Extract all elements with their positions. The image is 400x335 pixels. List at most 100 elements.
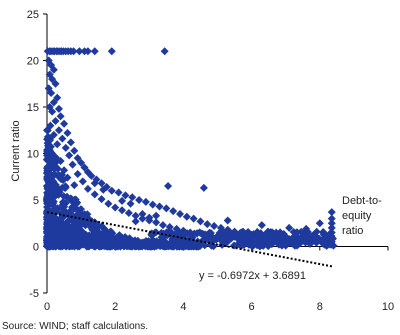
data-point	[72, 231, 81, 240]
data-point	[189, 214, 198, 223]
data-point	[54, 104, 63, 113]
data-point	[152, 211, 161, 220]
data-point	[60, 202, 69, 211]
data-point	[80, 163, 89, 172]
data-point	[219, 234, 228, 243]
data-point	[97, 195, 106, 204]
trendline-equation: y = -0.6972x + 3.6891	[199, 270, 306, 282]
data-point	[46, 121, 55, 130]
data-point	[327, 223, 336, 232]
data-point	[105, 242, 114, 251]
data-point	[203, 220, 212, 229]
data-point	[118, 206, 127, 215]
data-point	[169, 207, 178, 216]
data-point	[63, 129, 72, 138]
data-point	[152, 218, 161, 227]
data-point	[211, 234, 220, 243]
data-point	[90, 190, 99, 199]
data-point	[138, 214, 147, 223]
y-tick-label: 5	[33, 195, 39, 207]
data-point	[88, 225, 97, 234]
x-tick-label: 2	[112, 301, 118, 313]
data-point	[303, 228, 312, 237]
data-point	[180, 238, 189, 247]
data-point	[246, 232, 255, 241]
data-point	[131, 211, 140, 220]
data-point	[107, 47, 116, 56]
data-point	[73, 154, 82, 163]
data-point	[285, 223, 294, 232]
data-point	[59, 176, 68, 185]
x-tick-label: 8	[317, 301, 323, 313]
y-tick-label: 25	[27, 9, 39, 21]
data-point	[145, 213, 154, 222]
data-point	[327, 214, 336, 223]
data-point	[162, 204, 171, 213]
data-point	[111, 203, 120, 212]
data-point	[56, 112, 65, 121]
data-point	[156, 241, 165, 250]
data-point	[50, 192, 59, 201]
data-point	[281, 238, 290, 247]
data-point	[223, 216, 232, 225]
data-point	[44, 236, 53, 245]
data-point	[199, 183, 208, 192]
data-point	[75, 47, 84, 56]
data-point	[63, 217, 72, 226]
data-point	[60, 119, 69, 128]
data-point	[46, 242, 55, 251]
data-point	[190, 229, 199, 238]
data-point	[47, 89, 56, 98]
data-point	[141, 197, 150, 206]
data-point	[327, 208, 336, 217]
data-point	[97, 179, 106, 188]
data-point	[49, 98, 58, 107]
data-point	[53, 93, 62, 102]
data-point	[126, 199, 135, 208]
y-tick-label: -5	[29, 288, 39, 300]
data-point	[135, 196, 144, 204]
data-point	[210, 222, 219, 231]
data-point	[315, 219, 324, 228]
data-point	[265, 232, 274, 241]
data-point	[196, 217, 205, 226]
data-point	[78, 177, 87, 186]
data-point	[51, 153, 60, 162]
data-point	[68, 160, 77, 169]
data-point	[253, 241, 262, 250]
y-tick-label: 15	[27, 102, 39, 114]
data-point	[319, 234, 328, 243]
data-point	[165, 222, 174, 231]
x-series-label-line3: ratio	[342, 225, 363, 237]
data-point	[83, 184, 92, 193]
data-point	[83, 47, 92, 56]
data-point	[137, 239, 146, 248]
data-point	[70, 199, 79, 208]
data-point	[54, 126, 63, 135]
data-point	[66, 138, 75, 147]
data-point	[47, 175, 56, 184]
data-point	[128, 193, 137, 202]
data-point	[93, 240, 102, 249]
data-point	[87, 171, 96, 180]
x-tick-label: 4	[180, 301, 186, 313]
axes: -5 0 5 10 15 20 25 0 2 4 6 8 10	[27, 9, 394, 313]
y-tick-label: 20	[27, 56, 39, 68]
data-point	[52, 223, 61, 232]
data-point	[76, 239, 85, 248]
data-point	[58, 134, 67, 143]
data-point	[183, 229, 192, 238]
data-point	[70, 181, 79, 190]
y-tick-label: 10	[27, 149, 39, 161]
data-point	[59, 229, 68, 238]
data-point	[155, 202, 164, 211]
data-point	[61, 183, 70, 192]
data-point	[49, 160, 58, 169]
data-point	[189, 239, 198, 248]
data-point	[43, 215, 52, 224]
data-point	[272, 228, 281, 237]
y-tick-label: 0	[33, 242, 39, 254]
data-point	[167, 238, 176, 247]
